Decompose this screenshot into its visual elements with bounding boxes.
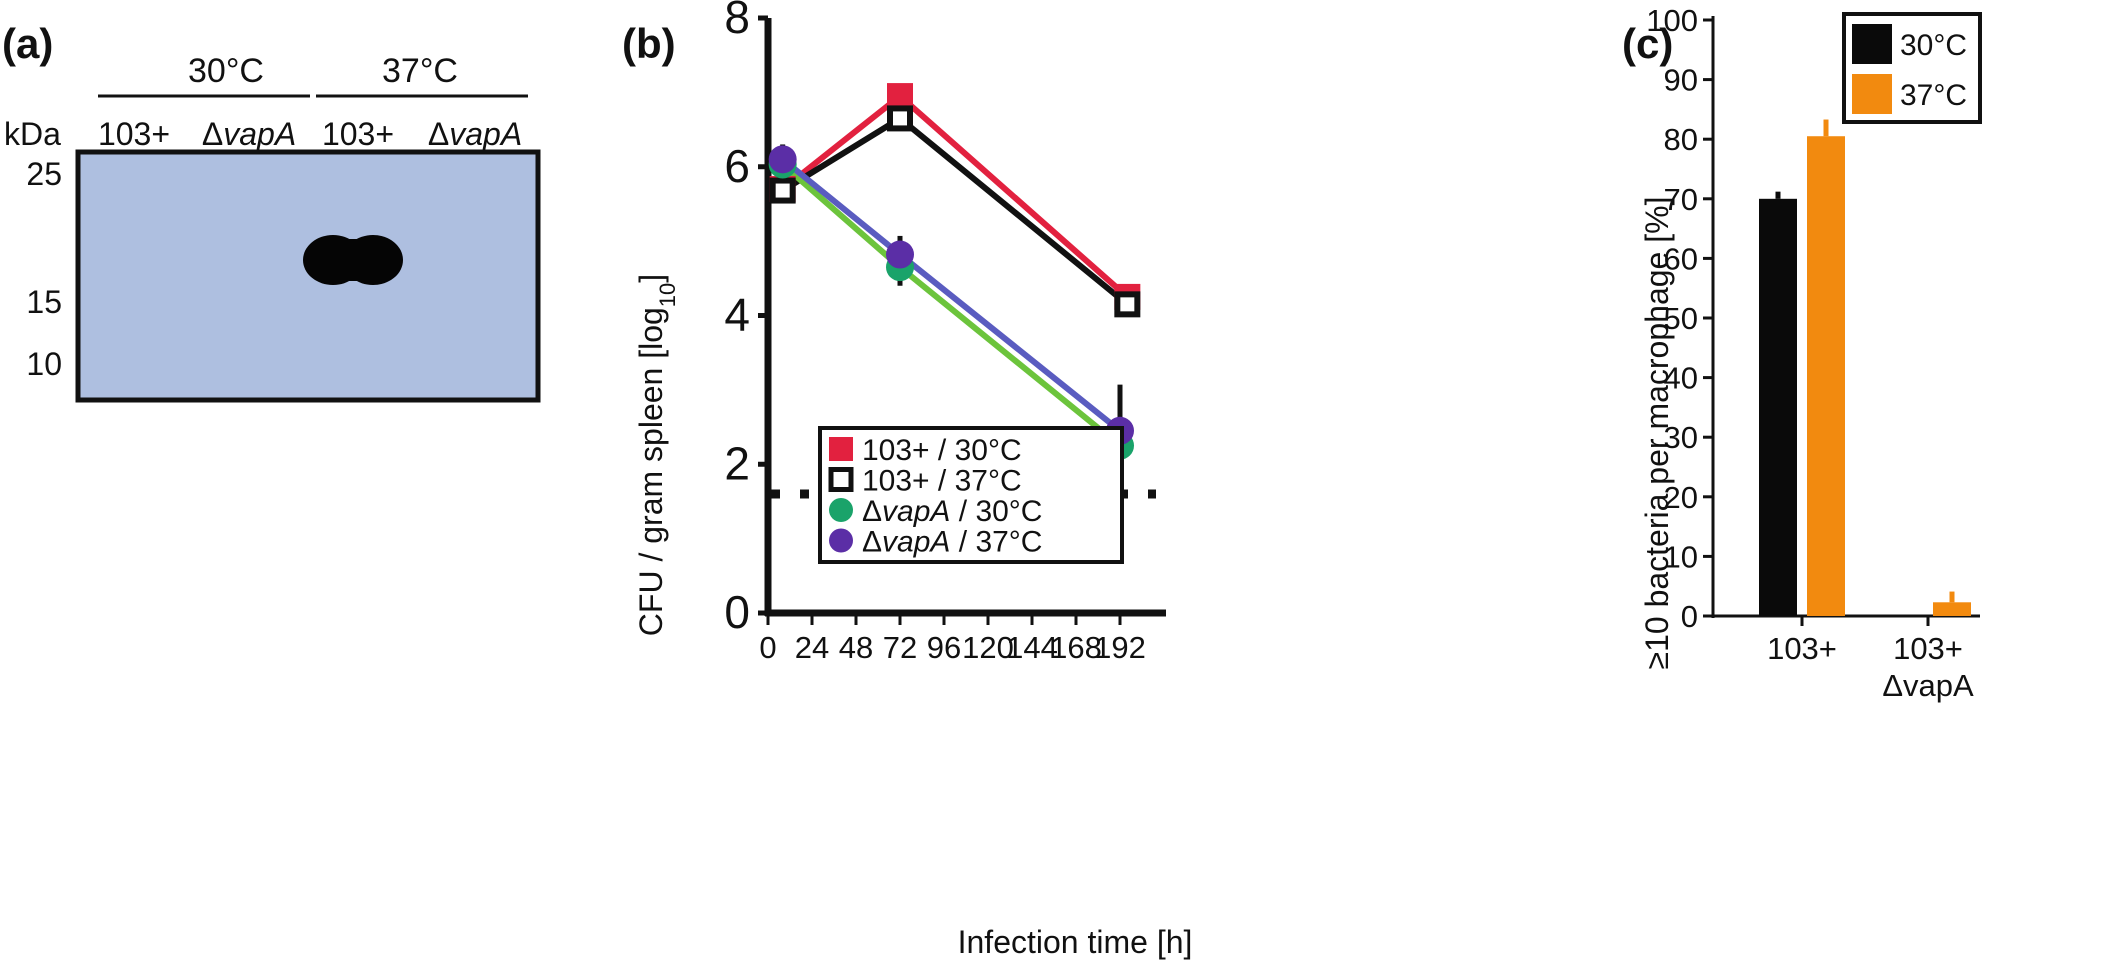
x-tick-label: 103+ [1893, 631, 1963, 666]
y-tick-label: 30 [1664, 420, 1698, 455]
series-line [780, 156, 1122, 434]
series-line [780, 93, 1130, 300]
panel-b-x-axis-title: Infection time [h] [958, 924, 1193, 960]
y-tick-label: 10 [1664, 539, 1698, 574]
x-tick-label: 120 [962, 630, 1014, 665]
x-tick-label: 24 [795, 630, 829, 665]
y-tick-label: 60 [1664, 241, 1698, 276]
data-point [886, 240, 914, 269]
y-tick-label: 4 [724, 289, 750, 341]
y-tick-label: 100 [1646, 3, 1698, 38]
blot-lane-label: 103+ [98, 116, 170, 152]
x-tick-label: 72 [883, 630, 917, 665]
blot-lane-label: 103+ [322, 116, 394, 152]
legend-label: ΔvapA / 37°C [862, 526, 1042, 559]
x-tick-label: 96 [927, 630, 961, 665]
marker-label: 25 [26, 156, 62, 192]
panel-c-legend: 30°C 37°C [1842, 12, 1982, 124]
data-point [769, 177, 796, 204]
panel-c-bars [1759, 119, 1971, 617]
y-tick-label: 40 [1664, 361, 1698, 396]
x-tick-label: 103+ [1767, 631, 1837, 666]
data-point [768, 145, 797, 174]
legend-label: 103+ / 37°C [862, 465, 1022, 498]
temp-group-37-label: 37°C [382, 52, 458, 90]
y-tick-label: 20 [1664, 480, 1698, 515]
panel-c: (c) ≥10 bacteria per macrophage [%] 0 10 2… [1622, 3, 1982, 703]
panel-c-label: (c) [1622, 20, 1673, 67]
marker-label: 10 [26, 346, 62, 382]
x-tick-label: ΔvapA [1882, 668, 1974, 703]
data-point [887, 83, 913, 110]
panel-a: (a) 30°C 37°C kDa 103+ ΔvapA 103+ ΔvapA … [2, 20, 541, 403]
y-tick-label: 6 [724, 140, 750, 192]
y-tick-label: 50 [1664, 301, 1698, 336]
y-tick-label: 70 [1664, 182, 1698, 217]
protein-band [303, 235, 403, 285]
kda-label: kDa [4, 116, 61, 152]
y-tick-label: 0 [724, 586, 750, 638]
y-tick-label: 2 [724, 437, 750, 489]
blot-membrane [75, 149, 541, 403]
blot-lane-label: ΔvapA [428, 116, 522, 152]
y-tick-label: 0 [1681, 599, 1698, 634]
x-tick-label: 192 [1094, 630, 1146, 665]
legend-swatch [1852, 74, 1892, 114]
blot-lane-label: ΔvapA [202, 116, 296, 152]
legend-box [818, 426, 1124, 564]
series-line [780, 162, 1122, 448]
data-point [887, 105, 913, 132]
x-tick-label: 168 [1050, 630, 1102, 665]
panel-b-label: (b) [622, 20, 676, 67]
y-tick-label: 90 [1664, 63, 1698, 98]
marker-label: 15 [26, 284, 62, 320]
legend-label: 37°C [1900, 79, 1967, 112]
bar [1807, 136, 1845, 616]
legend-swatch [1852, 24, 1892, 64]
x-tick-label: 0 [759, 630, 776, 665]
legend-swatch [829, 528, 853, 553]
legend-label: 30°C [1900, 29, 1967, 62]
legend-label: ΔvapA / 30°C [862, 495, 1042, 528]
legend-swatch [828, 467, 854, 492]
panel-b-y-axis-title: CFU / gram spleen [log10] [633, 274, 680, 636]
x-tick-label: 144 [1006, 630, 1058, 665]
legend-swatch [829, 498, 853, 522]
y-tick-label: 8 [724, 0, 750, 43]
x-tick-label: 48 [839, 630, 873, 665]
bar [1933, 602, 1971, 616]
temp-group-30-label: 30°C [188, 52, 264, 90]
panel-a-label: (a) [2, 20, 53, 67]
bar [1759, 198, 1797, 617]
legend-label: 103+ / 30°C [862, 434, 1022, 467]
y-tick-label: 80 [1664, 122, 1698, 157]
panel-c-y-axis-title: ≥10 bacteria per macrophage [%] [1639, 197, 1675, 670]
data-point [1114, 291, 1141, 318]
legend-swatch [829, 437, 853, 461]
panel-b-series [768, 83, 1141, 477]
